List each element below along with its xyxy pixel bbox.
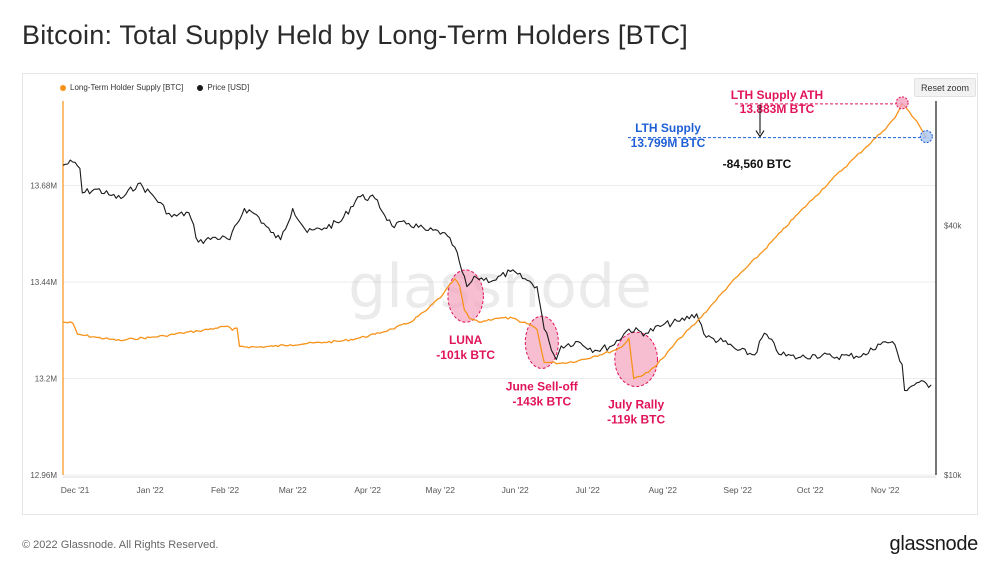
legend-item-lth-supply[interactable]: Long-Term Holder Supply [BTC] [60,83,183,92]
x-tick-label: Dec '21 [61,485,90,495]
legend-swatch-lth-supply [60,84,66,91]
y-left-tick-label: 13.68M [30,181,57,190]
difference-label: -84,560 BTC [723,157,792,171]
difference-arrow-head [755,130,765,138]
x-tick-label: Apr '22 [354,485,381,495]
reset-zoom-button[interactable]: Reset zoom [914,78,976,97]
chart-frame [22,73,978,515]
event-label: June Sell-off [506,379,579,393]
x-tick-label: Oct '22 [797,485,824,495]
y-right-tick-label: $40k [944,222,962,231]
x-tick-label: Feb '22 [211,485,239,495]
y-left-tick-label: 12.96M [30,471,57,480]
legend-label-price: Price [USD] [207,83,250,92]
y-right-tick-label: $10k [944,471,962,480]
annotation-layer: LUNA-101k BTC June Sell-off-143k BTC July … [436,88,933,427]
x-tick-label: Sep '22 [723,485,752,495]
current-value: 13.799M BTC [631,136,706,150]
event-highlight [614,331,658,388]
legend-swatch-price [197,84,204,91]
brand-logo: glassnode [889,533,979,555]
chart-legend: Long-Term Holder Supply [BTC] Price [USD… [60,83,263,92]
x-tick-label: Aug '22 [648,485,677,495]
price-line [62,159,932,392]
y-left-tick-label: 13.44M [30,278,57,287]
event-value: -101k BTC [436,348,495,362]
ath-value: 13.883M BTC [740,102,815,116]
axes-layer: 12.96M 13.2M 13.44M 13.68M $10k $40k Dec '21 Ja… [30,101,962,495]
current-marker [919,130,933,144]
grid-layer [63,184,936,476]
watermark-text: glassnode [348,252,652,322]
ath-label: LTH Supply ATH [731,88,823,102]
event-value: -119k BTC [607,413,665,427]
event-value: -143k BTC [512,394,571,408]
lth-supply-line [62,103,927,380]
legend-label-lth-supply: Long-Term Holder Supply [BTC] [70,83,184,92]
copyright-text: © 2022 Glassnode. All Rights Reserved. [22,539,219,551]
event-label: July Rally [608,398,664,412]
current-label: LTH Supply [635,121,701,135]
x-tick-label: Nov '22 [871,485,900,495]
ath-marker [895,96,909,110]
x-tick-label: Jul '22 [576,485,601,495]
page-title: Bitcoin: Total Supply Held by Long-Term … [22,20,688,50]
legend-item-price[interactable]: Price [USD] [197,83,249,92]
x-tick-label: May '22 [426,485,456,495]
event-highlight [447,269,484,323]
y-left-tick-label: 13.2M [35,374,58,383]
x-tick-label: Jan '22 [136,485,163,495]
x-tick-label: Mar '22 [279,485,307,495]
event-label: LUNA [449,333,483,347]
x-tick-label: Jun '22 [502,485,529,495]
series-layer [62,103,932,392]
